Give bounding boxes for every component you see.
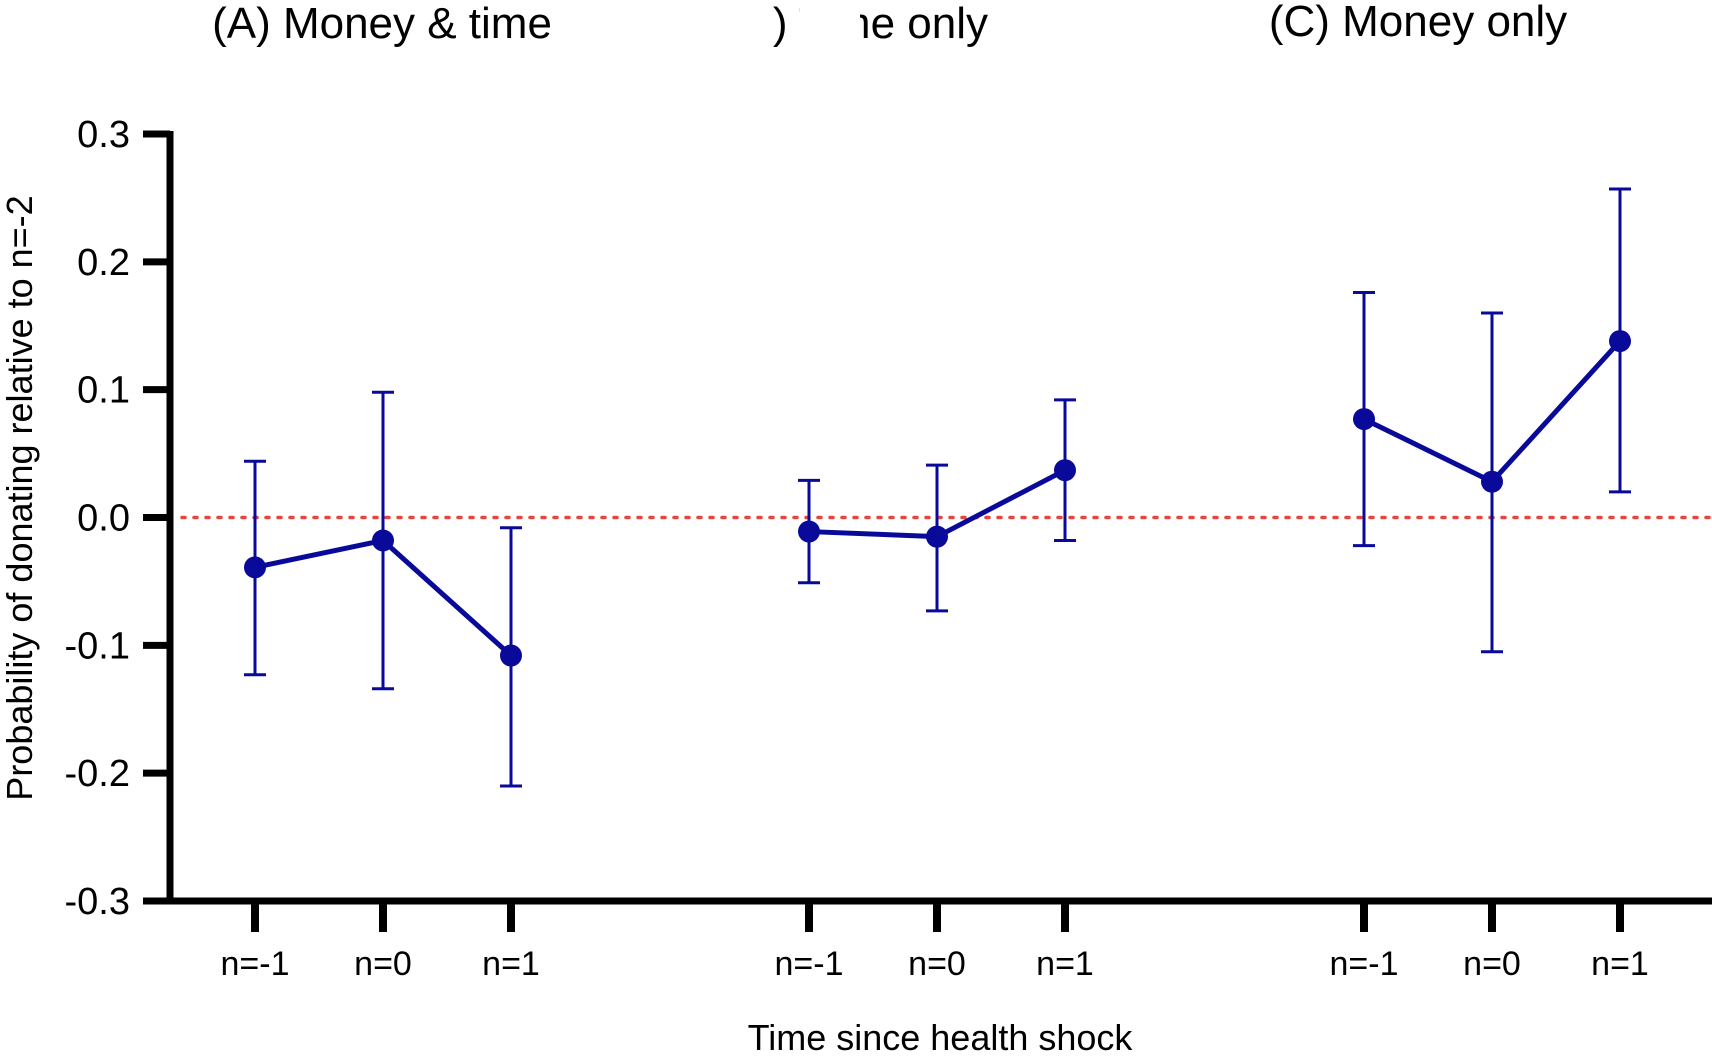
x-tick-label: n=1: [482, 945, 540, 983]
data-point: [500, 644, 522, 667]
x-tick-label: n=-1: [221, 945, 290, 983]
y-axis: 0.3 0.2 0.1 0.0 -0.1 -0.2 -0.3: [65, 114, 174, 923]
title-b-crop-mask: [800, 6, 860, 54]
data-point: [1353, 408, 1375, 431]
x-tick-label: n=1: [1036, 945, 1094, 983]
panel-series: [244, 390, 522, 788]
y-tick-label: 0.1: [77, 370, 130, 412]
data-point: [1054, 459, 1076, 482]
y-tick-label: 0.0: [77, 498, 130, 540]
panel-series: [798, 398, 1076, 613]
panel-title-c: (C) Money only: [1269, 0, 1567, 46]
x-axis-label: Time since health shock: [748, 1017, 1134, 1057]
x-tick-label: n=0: [1463, 945, 1521, 983]
y-tick-label: -0.1: [65, 625, 130, 667]
x-tick-label: n=-1: [1330, 945, 1399, 983]
y-tick-label: -0.3: [65, 881, 130, 923]
data-point: [244, 556, 266, 579]
y-tick-label: -0.2: [65, 753, 130, 795]
data-point: [1609, 330, 1631, 353]
x-tick-label: n=0: [908, 945, 966, 983]
data-point: [798, 520, 820, 543]
data-point: [1481, 470, 1503, 493]
data-point: [372, 529, 394, 552]
x-axis: n=-1 n=0 n=1 n=-1 n=0 n=1 n=-1 n=0 n=1: [167, 897, 1712, 983]
x-tick-label: n=0: [354, 945, 412, 983]
y-axis-label: Probability of donating relative to n=-2: [0, 195, 40, 800]
x-tick-label: n=1: [1591, 945, 1649, 983]
x-tick-label: n=-1: [775, 945, 844, 983]
data-point: [926, 525, 948, 548]
y-tick-label: 0.3: [77, 114, 130, 156]
series-group: [244, 187, 1631, 788]
panel-series: [1353, 187, 1631, 654]
panel-title-a: (A) Money & time: [212, 0, 552, 48]
y-tick-label: 0.2: [77, 242, 130, 284]
